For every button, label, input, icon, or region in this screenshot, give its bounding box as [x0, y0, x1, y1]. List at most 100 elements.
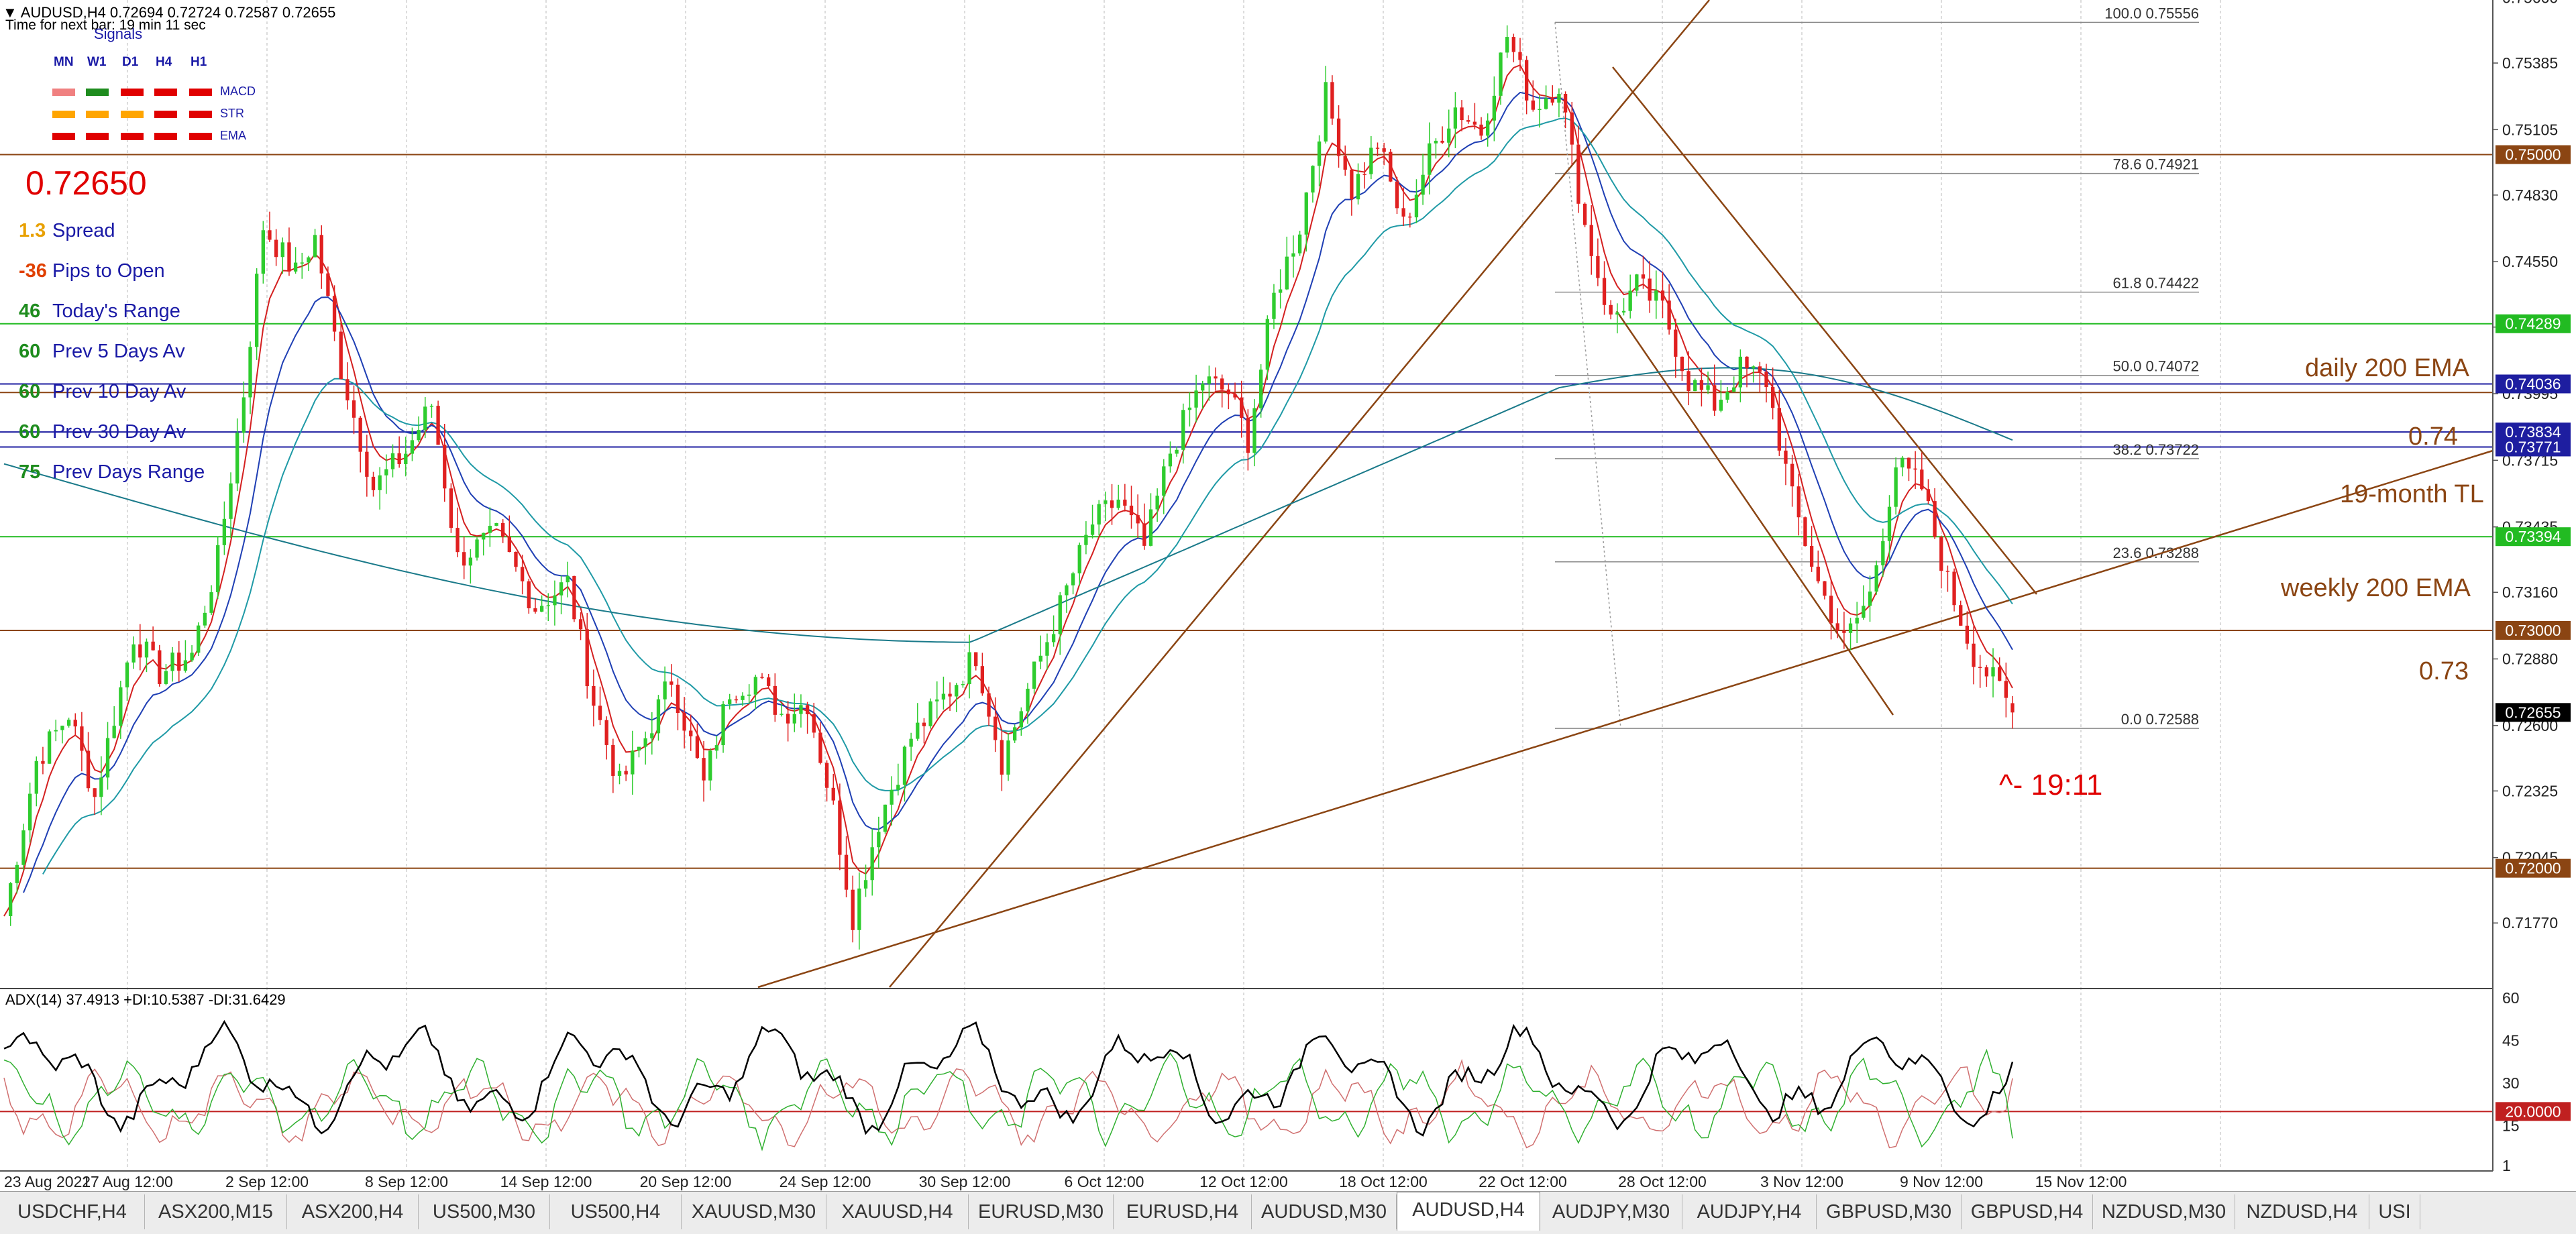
tab-nzdusd-h4[interactable]: NZDUSD,H4: [2235, 1194, 2369, 1229]
candle-body: [533, 608, 537, 612]
candle-body: [1557, 94, 1561, 103]
price-labels: 0.750000.742890.740360.738340.737710.733…: [2496, 145, 2571, 1121]
candle-body: [1460, 107, 1464, 121]
y-tick-label: 0.75660: [2502, 0, 2558, 6]
candle-body: [462, 552, 466, 566]
candle-body: [2010, 703, 2015, 713]
price-label-text: 0.75000: [2505, 146, 2561, 164]
candle-body: [1660, 290, 1665, 301]
candle-body: [1148, 509, 1153, 546]
adx-y-tick-label: 1: [2502, 1157, 2511, 1174]
tab-gbpusd-h4[interactable]: GBPUSD,H4: [1962, 1194, 2093, 1229]
candle-body: [423, 406, 427, 431]
candle-body: [138, 644, 142, 658]
tab-usi[interactable]: USI: [2369, 1194, 2420, 1229]
candle-body: [650, 733, 654, 738]
candle-body: [721, 704, 725, 746]
adx-level-text: 20.0000: [2505, 1103, 2561, 1120]
candle-body: [1752, 366, 1756, 369]
candle-body: [1635, 274, 1639, 291]
candle-body: [1770, 387, 1775, 408]
timer-marker: ^- 19:11: [1999, 769, 2103, 801]
candle-body: [1920, 469, 1924, 490]
candle-body: [1304, 192, 1308, 235]
tab-eurusd-h4[interactable]: EURUSD,H4: [1114, 1194, 1252, 1229]
tab-nzdusd-m30[interactable]: NZDUSD,M30: [2093, 1194, 2235, 1229]
tab-us500-h4[interactable]: US500,H4: [550, 1194, 682, 1229]
tab-eurusd-m30[interactable]: EURUSD,M30: [969, 1194, 1114, 1229]
tab-asx200-h4[interactable]: ASX200,H4: [287, 1194, 419, 1229]
y-tick-label: 0.71770: [2502, 914, 2558, 932]
candle-body: [1531, 100, 1535, 110]
candle-body: [261, 230, 265, 274]
annotation-weekly-ema: weekly 200 EMA: [2281, 574, 2471, 602]
tab-gbpusd-m30[interactable]: GBPUSD,M30: [1817, 1194, 1962, 1229]
chart-area[interactable]: 100.0 0.75556 78.6 0.74921 61.8 0.74422 50.…: [0, 0, 2576, 1191]
collapse-arrow-icon[interactable]: ▼: [3, 4, 17, 21]
candle-body: [1175, 449, 1179, 454]
candle-body: [1972, 643, 1976, 667]
candle-body: [1732, 387, 1736, 392]
candle-body: [941, 693, 946, 700]
candle-body: [1181, 410, 1185, 450]
fib-label: 61.8 0.74422: [2113, 275, 2199, 292]
info-value: 46: [19, 300, 41, 322]
candle-body: [974, 652, 978, 667]
signal-timeframe: D1: [122, 55, 139, 69]
candle-body: [1939, 537, 1943, 571]
tab-audusd-h4[interactable]: AUDUSD,H4: [1397, 1192, 1540, 1231]
candle-body: [598, 706, 602, 720]
tab-xauusd-h4[interactable]: XAUUSD,H4: [826, 1194, 969, 1229]
candle-body: [553, 595, 557, 606]
candle-body: [1913, 468, 1917, 470]
candle-body: [520, 567, 525, 581]
candle-body: [436, 406, 440, 445]
candle-body: [928, 701, 932, 726]
adx-level-box: [2496, 1102, 2571, 1121]
signal-indicator: [189, 111, 212, 118]
candle-body: [60, 726, 64, 730]
tab-xauusd-m30[interactable]: XAUUSD,M30: [682, 1194, 826, 1229]
tab-audusd-m30[interactable]: AUDUSD,M30: [1252, 1194, 1397, 1229]
candle-body: [1090, 524, 1095, 535]
candle-body: [1297, 234, 1302, 254]
tab-usdchf-h4[interactable]: USDCHF,H4: [0, 1194, 145, 1229]
tab-asx200-m15[interactable]: ASX200,M15: [145, 1194, 287, 1229]
candle-body: [708, 750, 712, 781]
candle-body: [86, 750, 91, 789]
candle-body: [1758, 366, 1762, 372]
candle-body: [319, 235, 323, 274]
candle-body: [1550, 98, 1554, 103]
candle-body: [1207, 376, 1212, 384]
tab-audjpy-h4[interactable]: AUDJPY,H4: [1682, 1194, 1817, 1229]
candle-body: [1959, 605, 1963, 626]
candle-body: [125, 662, 129, 687]
candle-body: [1621, 311, 1626, 313]
candle-body: [1486, 120, 1490, 136]
candle-body: [41, 761, 45, 764]
candle-body: [1220, 378, 1224, 390]
price-label-box: [2496, 858, 2571, 878]
x-tick-label: 9 Nov 12:00: [1900, 1173, 1983, 1190]
y-tick-label: 0.75385: [2502, 54, 2558, 72]
tab-us500-m30[interactable]: US500,M30: [419, 1194, 550, 1229]
candle-body: [812, 714, 816, 733]
candle-body: [1123, 499, 1127, 506]
candle-body: [293, 262, 298, 272]
candle-body: [896, 785, 900, 790]
signal-indicator: [52, 89, 75, 96]
candle-body: [99, 777, 103, 797]
candle-body: [1570, 112, 1574, 145]
info-row: -36 Pips to Open: [19, 260, 165, 282]
candle-body: [1582, 203, 1587, 225]
x-tick-label: 18 Oct 12:00: [1339, 1173, 1428, 1190]
candle-body: [617, 771, 622, 776]
annotation-level-073: 0.73: [2419, 657, 2469, 685]
trendlines: [757, 0, 2493, 989]
tab-audjpy-m30[interactable]: AUDJPY,M30: [1540, 1194, 1682, 1229]
ema-200: [3, 367, 2013, 643]
candle-body: [656, 699, 661, 734]
x-tick-label: 6 Oct 12:00: [1065, 1173, 1144, 1190]
candle-body: [702, 758, 706, 781]
signal-indicator: [86, 133, 109, 140]
